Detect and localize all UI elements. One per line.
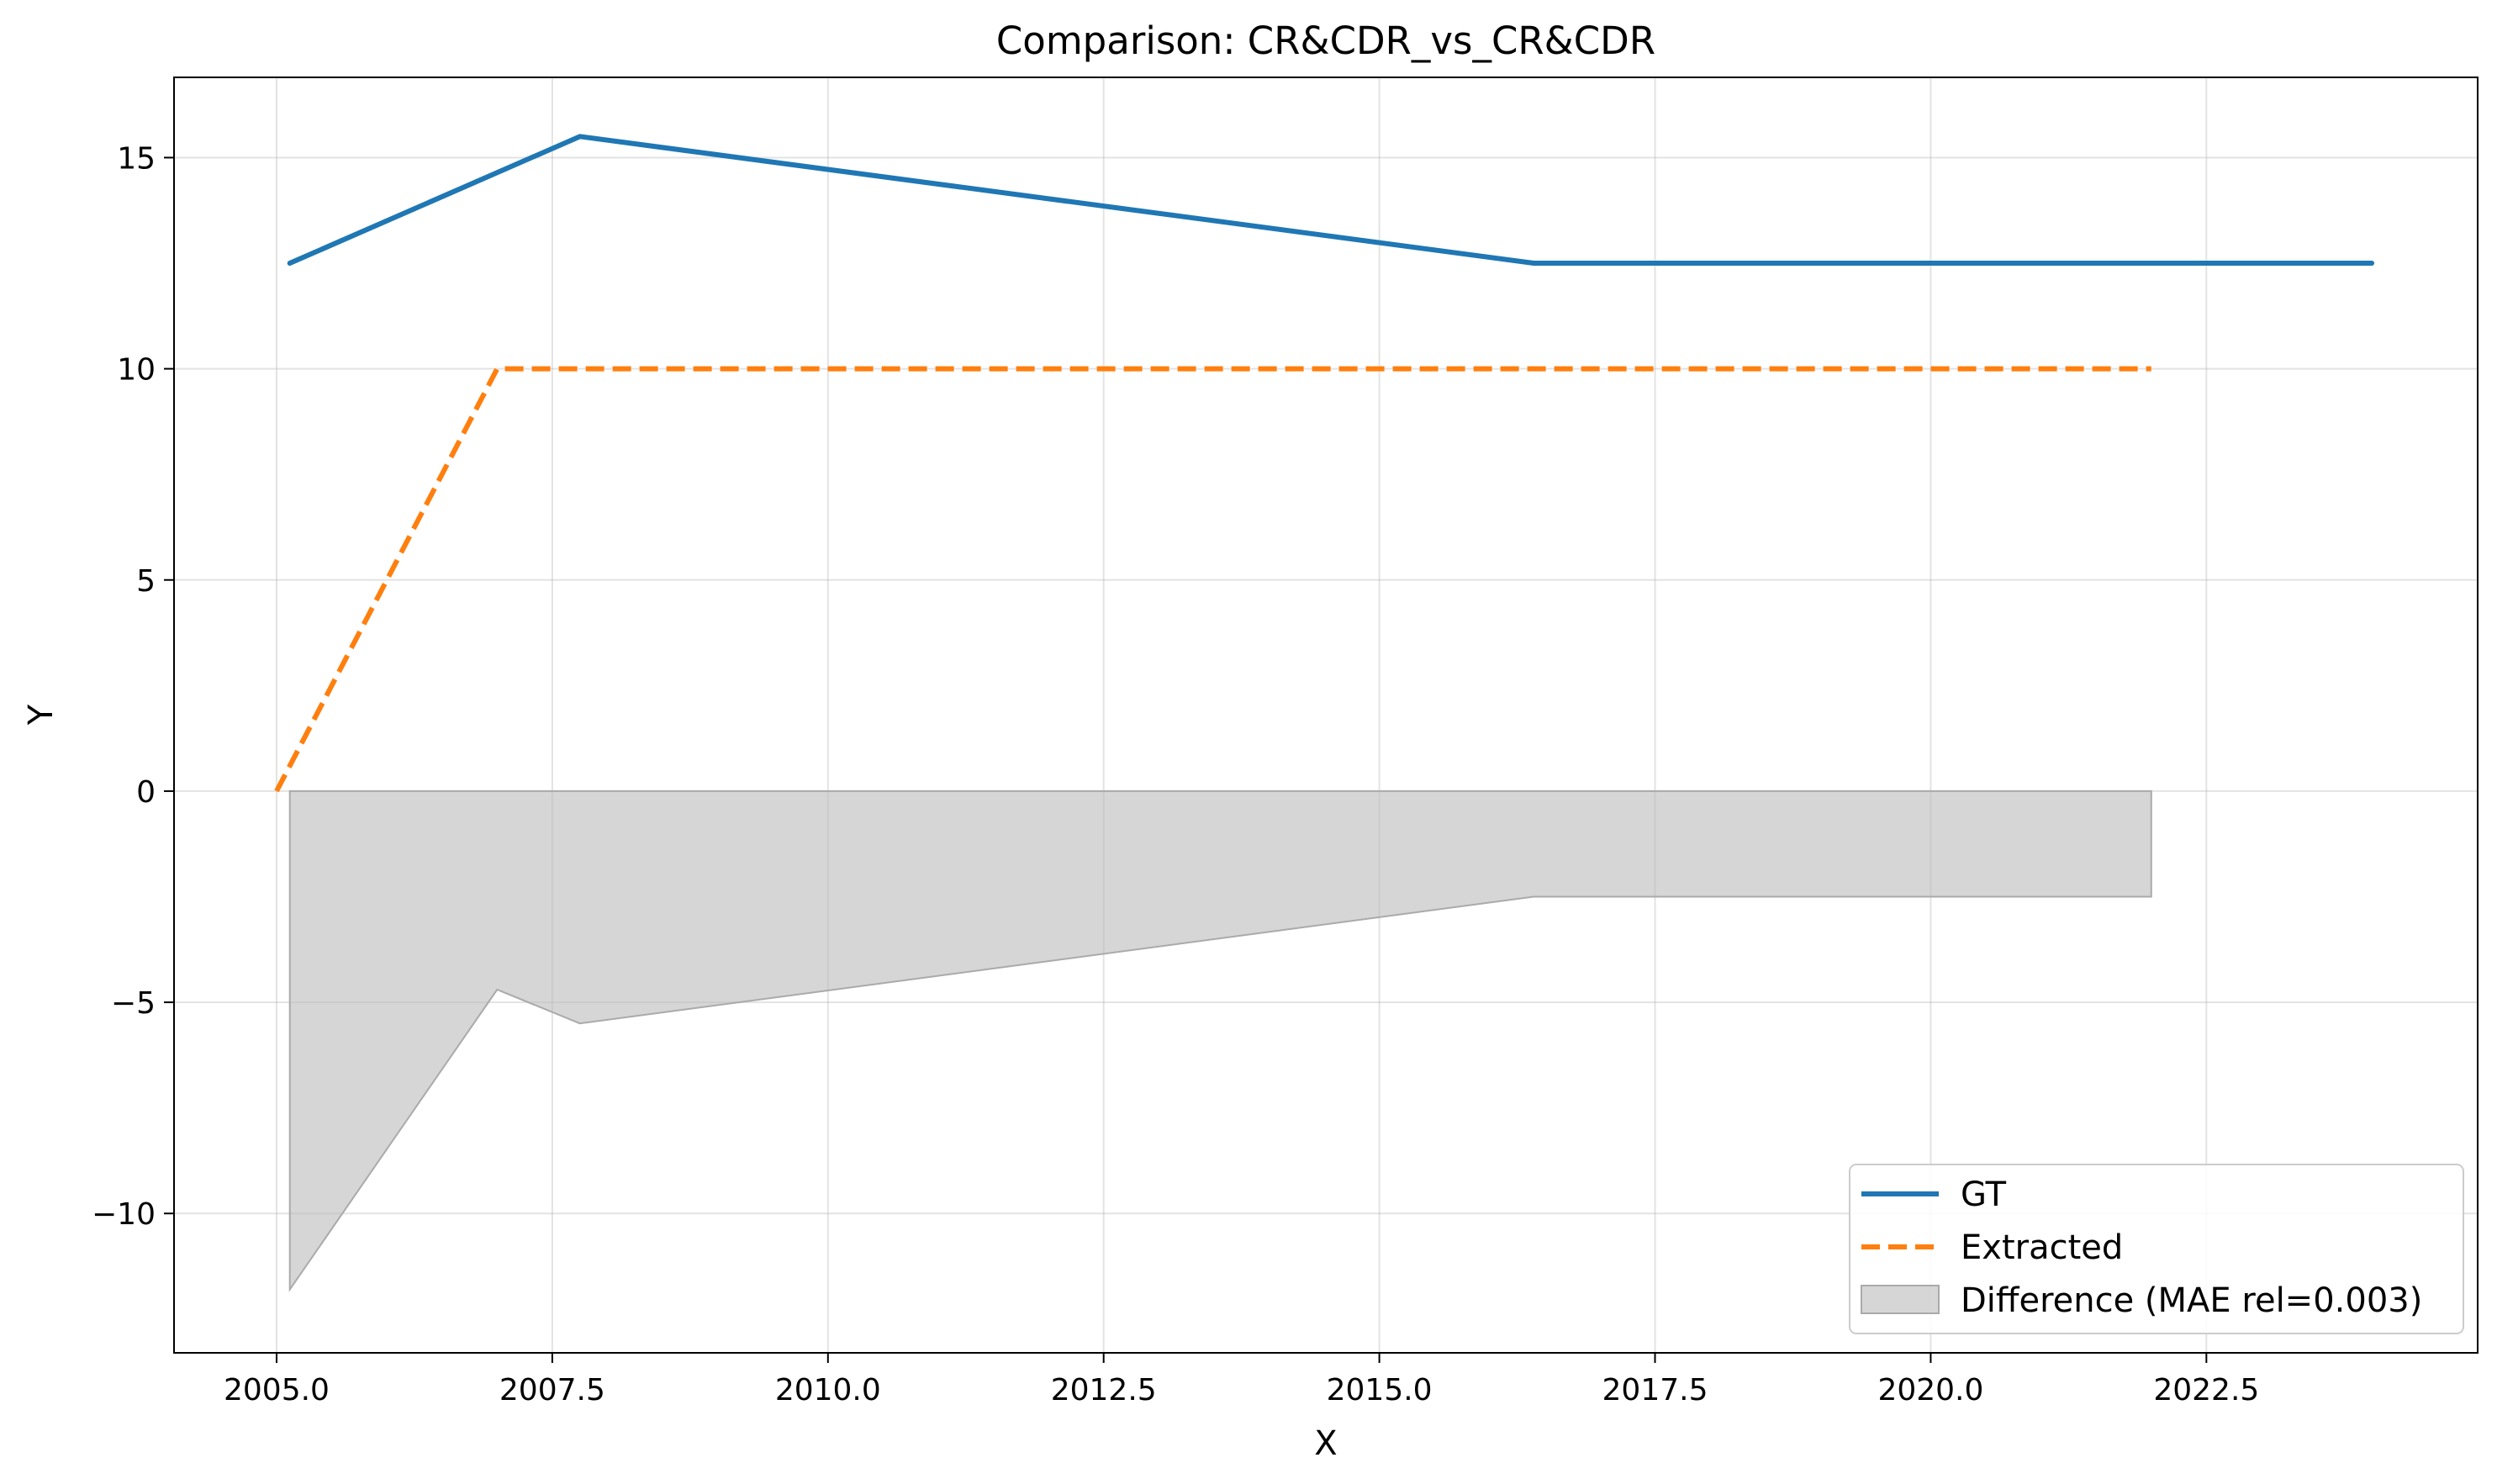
y-tick-label: 5 [136,564,156,599]
legend-swatch-difference [1861,1285,1940,1314]
x-tick-label: 2010.0 [775,1373,881,1407]
y-tick-label: −5 [111,986,156,1021]
y-tick-label: 10 [117,353,156,388]
x-tick-label: 2012.5 [1051,1373,1157,1407]
series-line-gt [287,134,2375,267]
y-axis-ticks: 15 10 5 0 −5 −10 [92,141,174,1232]
difference-area-layer [288,790,2152,1292]
difference-area [288,790,2152,1292]
x-tick-label: 2015.0 [1327,1373,1433,1407]
y-tick-label: 15 [117,141,156,176]
x-tick-label: 2022.5 [2153,1373,2259,1407]
legend-label-difference: Difference (MAE rel=0.003) [1961,1281,2422,1320]
legend: GT Extracted Difference (MAE rel=0.003) [1849,1164,2464,1334]
y-axis-label: Y [22,704,61,726]
x-tick-label: 2005.0 [224,1373,330,1407]
x-tick-label: 2007.5 [499,1373,605,1407]
chart-title: Comparison: CR&CDR_vs_CR&CDR [996,18,1655,63]
x-axis-ticks: 2005.0 2007.5 2010.0 2012.5 2015.0 2017.5 2020… [224,1353,2259,1407]
series-layer [274,134,2375,793]
y-tick-label: 0 [136,775,156,810]
legend-label-gt: GT [1961,1175,2007,1214]
x-tick-label: 2017.5 [1602,1373,1708,1407]
legend-box [1849,1164,2464,1334]
legend-label-extracted: Extracted [1961,1228,2123,1267]
x-axis-label: X [1314,1424,1337,1463]
plot-frame [173,77,2479,1354]
x-tick-label: 2020.0 [1877,1373,1983,1407]
y-tick-label: −10 [92,1197,156,1232]
